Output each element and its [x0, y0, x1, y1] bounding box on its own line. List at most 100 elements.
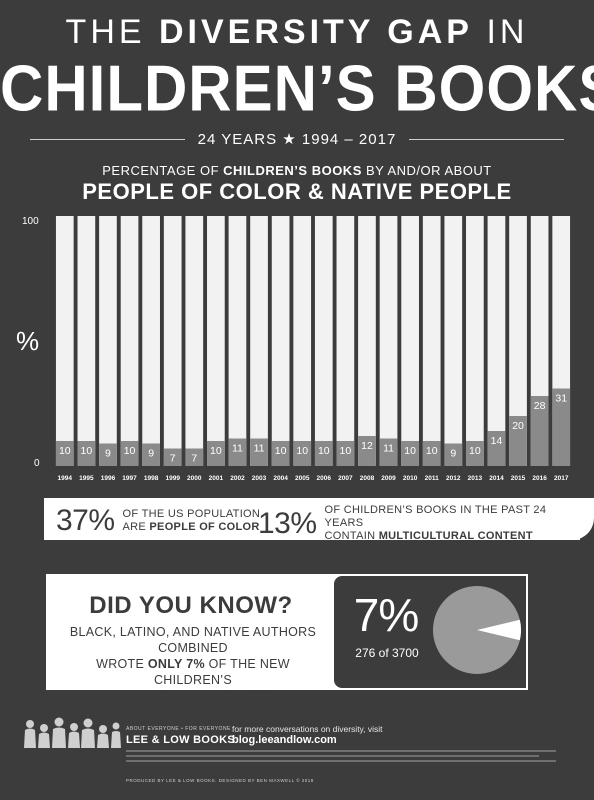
subtitle-rule-right: [409, 139, 564, 140]
bar-background-2007: [336, 216, 355, 466]
x-tick-2004: 2004: [273, 475, 288, 482]
headline-line-2: CHILDREN’S BOOKS: [0, 52, 594, 125]
did-you-know-box: DID YOU KNOW? BLACK, LATINO, AND NATIVE …: [46, 574, 528, 703]
footer-brand: LEE & LOW BOOKS: [126, 734, 235, 746]
bar-2005: [293, 441, 312, 466]
bar-background-1994: [55, 216, 74, 466]
x-tick-1997: 1997: [122, 475, 137, 482]
footer-blog-link[interactable]: blog.leeandlow.com: [232, 734, 337, 746]
did-you-know-title: DID YOU KNOW?: [89, 592, 293, 619]
x-tick-2005: 2005: [295, 475, 310, 482]
bar-chart: 100 0% 10 1994 10 1995 9 1996 10 1997 9 1998 7 1999 7 2…: [16, 216, 571, 482]
x-tick-1998: 1998: [144, 475, 159, 482]
x-tick-2016: 2016: [532, 475, 547, 482]
footer-credit: PRODUCED BY LEE & LOW BOOKS. DESIGNED BY…: [126, 778, 314, 783]
bar-2010: [401, 441, 419, 466]
bar-label-2003: 11: [254, 443, 265, 455]
children-silhouettes-logo: [24, 717, 121, 748]
stat-population-line2: ARE: [122, 521, 150, 533]
dyk-line3-bold: 2017: [248, 689, 278, 703]
bar-label-1997: 10: [124, 445, 136, 457]
y-tick-0: 0: [34, 458, 40, 469]
bar-background-2001: [207, 216, 225, 466]
bar-background-2013: [466, 216, 484, 466]
bar-label-1998: 9: [148, 448, 154, 460]
bar-2002: [228, 438, 247, 466]
x-tick-1999: 1999: [165, 475, 180, 482]
subtitle-row: 24 YEARS ★ 1994 – 2017: [20, 128, 574, 150]
x-tick-2000: 2000: [187, 475, 202, 482]
bar-label-1994: 10: [59, 445, 71, 457]
stat-multicultural-value: 13%: [258, 506, 317, 540]
dyk-count: 276 of 3700: [355, 646, 419, 660]
dyk-line2-pre: WROTE: [96, 657, 148, 671]
bar-background-1997: [120, 216, 139, 466]
bar-background-1995: [77, 216, 96, 466]
chart-subtitle-pre: PERCENTAGE OF: [102, 163, 224, 178]
stat-multicultural-line1: OF CHILDREN’S BOOKS IN THE PAST 24 YEARS: [324, 504, 547, 529]
bar-label-1996: 9: [105, 448, 111, 460]
bar-2008: [358, 436, 376, 466]
bar-label-2012: 9: [450, 448, 456, 460]
stat-multicultural-line2-bold: MULTICULTURAL CONTENT: [378, 530, 533, 542]
bar-label-2016: 28: [534, 400, 546, 412]
x-tick-2014: 2014: [489, 475, 504, 482]
x-tick-2017: 2017: [554, 475, 569, 482]
stat-population: 37% OF THE US POPULATION ARE PEOPLE OF C…: [56, 504, 260, 538]
x-tick-2006: 2006: [317, 475, 332, 482]
bar-2006: [314, 441, 333, 466]
x-tick-1994: 1994: [58, 475, 73, 482]
stats-banner: 37% OF THE US POPULATION ARE PEOPLE OF C…: [44, 498, 594, 542]
x-tick-2008: 2008: [360, 475, 375, 482]
x-tick-2001: 2001: [209, 475, 224, 482]
bar-label-2006: 10: [318, 445, 330, 457]
stat-population-text: OF THE US POPULATION ARE PEOPLE OF COLOR: [123, 508, 261, 534]
bar-1998: [142, 443, 160, 466]
bar-background-2014: [487, 216, 506, 466]
dyk-pie-chart: [433, 586, 521, 674]
bar-2014: [487, 431, 506, 466]
dyk-line2-bold: ONLY 7%: [147, 657, 205, 671]
headline-word-the: THE: [65, 13, 146, 51]
x-tick-2002: 2002: [230, 475, 245, 482]
bar-label-2007: 10: [340, 445, 352, 457]
dyk-line1: BLACK, LATINO, AND NATIVE AUTHORS COMBIN…: [69, 625, 317, 655]
stat-multicultural-line2: CONTAIN: [324, 530, 379, 542]
pie-slice-7-percent: [477, 619, 521, 641]
bar-label-2001: 10: [210, 445, 222, 457]
bar-background-2006: [314, 216, 333, 466]
bar-1995: [77, 441, 96, 466]
subtitle: 24 YEARS ★ 1994 – 2017: [197, 131, 397, 148]
bar-2007: [336, 441, 355, 466]
x-tick-1996: 1996: [101, 475, 116, 482]
x-tick-2012: 2012: [446, 475, 461, 482]
x-tick-2010: 2010: [403, 475, 418, 482]
x-tick-2011: 2011: [425, 475, 439, 482]
bar-background-1998: [142, 216, 160, 466]
bar-background-1999: [163, 216, 182, 466]
bar-2009: [379, 438, 398, 466]
bar-label-2000: 7: [191, 453, 197, 465]
footer: ABOUT EVERYONE • FOR EVERYONE LEE & LOW …: [0, 714, 594, 800]
did-you-know-stat-panel: 7% 276 of 3700: [334, 576, 526, 688]
bar-2000: [185, 448, 204, 466]
stat-population-line2-bold: PEOPLE OF COLOR: [149, 521, 260, 533]
x-tick-2007: 2007: [338, 475, 353, 482]
bar-label-2004: 10: [275, 445, 287, 457]
bar-2001: [207, 441, 225, 466]
bar-2016: [530, 396, 549, 466]
bar-2012: [444, 443, 463, 466]
chart-subtitle-post: BY AND/OR ABOUT: [361, 163, 492, 178]
bar-2013: [466, 441, 484, 466]
bar-background-2011: [422, 216, 441, 466]
headline-line-1: THE DIVERSITY GAP IN: [0, 14, 594, 50]
bar-label-2002: 11: [232, 443, 243, 455]
x-tick-2003: 2003: [252, 475, 267, 482]
bar-background-2003: [250, 216, 268, 466]
bar-2003: [250, 438, 268, 466]
bar-1997: [120, 441, 139, 466]
footer-more-text: for more conversations on diversity, vis…: [232, 724, 383, 734]
bar-2015: [509, 416, 527, 466]
did-you-know-body: BLACK, LATINO, AND NATIVE AUTHORS COMBIN…: [62, 624, 324, 704]
bar-background-2004: [271, 216, 290, 466]
